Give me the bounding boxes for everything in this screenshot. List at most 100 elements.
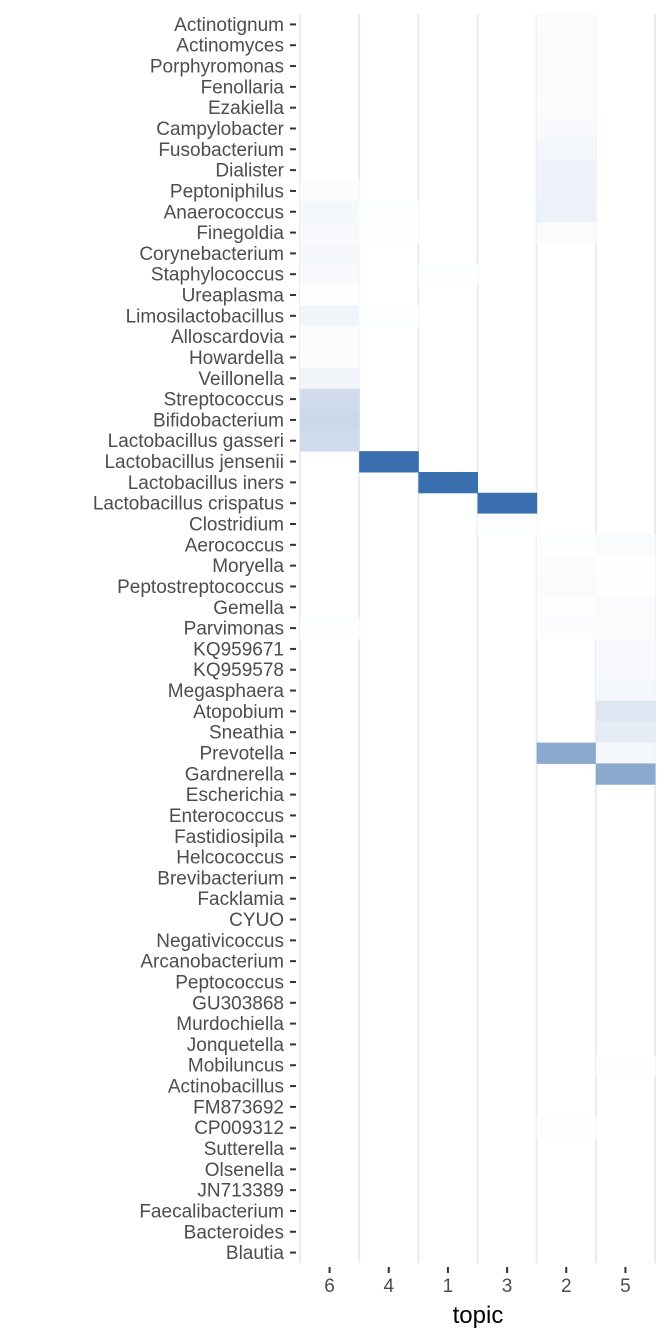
y-tick-label: Murdochiella [176,1014,284,1035]
x-tick-label: 4 [383,1276,394,1297]
y-tick-label: Arcanobacterium [140,952,284,973]
heatmap-cell [536,617,597,639]
x-tick-label: 3 [502,1276,513,1297]
y-tick-label: Sutterella [204,1139,285,1160]
heatmap-cell [595,534,656,556]
y-tick-label: Brevibacterium [157,868,284,889]
heatmap-cell [536,555,597,577]
y-tick-label: Faecalibacterium [139,1201,284,1222]
heatmap-cell [359,305,419,327]
y-tick-label: GU303868 [192,993,284,1014]
y-tick-label: Peptoniphilus [170,181,284,202]
heatmap-cell [595,700,656,723]
y-tick-label: Enterococcus [169,806,284,827]
heatmap-cell [300,180,360,202]
heatmap-cell [595,742,656,764]
x-tick-label: 2 [561,1276,572,1297]
heatmap-cell [536,1117,597,1139]
heatmap-cell [300,222,360,244]
heatmap-cell [595,617,656,639]
heatmap-cell [300,430,360,452]
heatmap-cell [300,326,360,348]
heatmap-cell [359,451,419,473]
heatmap-cell [595,596,656,619]
y-tick-label: Megasphaera [168,681,285,702]
y-tick-label: Lactobacillus iners [128,473,284,494]
heatmap-cell [418,471,478,494]
y-tick-label: Helcococcus [176,848,284,869]
heatmap-cell [595,763,656,785]
heatmap-cell [536,159,597,182]
y-tick-label: Facklamia [197,889,284,910]
y-tick-label: Fastidiosipila [174,827,284,848]
heatmap-cell [300,305,360,327]
y-tick-label: KQ959578 [193,660,284,681]
y-tick-label: Jonquetella [187,1035,285,1056]
y-tick-label: Sneathia [209,723,284,744]
y-tick-label: Alloscardovia [171,327,284,348]
y-tick-label: Moryella [212,556,284,577]
heatmap-cell [300,367,360,390]
heatmap-cell [300,263,360,286]
y-tick-label: Prevotella [200,743,285,764]
y-tick-label: Olsenella [205,1160,285,1181]
y-tick-label: Mobiluncus [188,1056,284,1077]
heatmap-cell [536,34,597,57]
y-tick-label: Gemella [213,598,284,619]
y-tick-label: Fenollaria [201,77,285,98]
x-axis: 6 4 1 3 2 5 [324,1267,631,1297]
y-tick-label: Lactobacillus gasseri [108,431,284,452]
heatmap-cell [300,242,360,265]
y-tick-label: Howardella [189,348,284,369]
y-tick-label: Dialister [215,161,284,182]
heatmap-cell [536,576,597,598]
y-tick-label: CP009312 [194,1118,284,1139]
heatmap-cell [300,617,360,639]
heatmap-cell [536,201,597,223]
y-tick-label: Campylobacter [156,119,284,140]
heatmap-cell [536,180,597,202]
y-tick-label: Escherichia [186,785,285,806]
heatmap-cell [536,97,597,119]
y-tick-label: Staphylococcus [151,265,284,286]
y-tick-label: Bacteroides [184,1222,284,1243]
y-tick-label: Peptostreptococcus [117,577,284,598]
heatmap-cell [536,222,597,244]
heatmap-cell [536,596,597,619]
heatmap-cell [536,14,597,36]
y-axis: ActinotignumActinomycesPorphyromonasFeno… [93,15,296,1264]
heatmap-cell [595,721,656,744]
y-tick-label: Actinomyces [176,36,284,57]
heatmap-cell [536,138,597,161]
x-tick-label: 6 [324,1276,335,1297]
y-tick-label: Aerococcus [185,535,284,556]
y-tick-label: Blautia [226,1243,285,1264]
y-tick-label: Ezakiella [208,98,284,119]
heatmap-cell [536,55,597,77]
heatmap-cell [477,513,538,535]
heatmap-cell [536,534,597,556]
y-tick-label: Streptococcus [164,390,284,411]
y-tick-label: Bifidobacterium [153,410,284,431]
y-tick-label: Peptococcus [175,972,284,993]
y-tick-label: Lactobacillus jensenii [104,452,284,473]
y-tick-label: Atopobium [193,702,284,723]
y-tick-label: JN713389 [197,1181,284,1202]
heatmap-cell [595,1054,656,1077]
heatmap-cell [595,680,656,702]
x-tick-label: 5 [620,1276,631,1297]
heatmap-cell [359,201,419,223]
x-tick-label: 1 [443,1276,454,1297]
y-tick-label: Veillonella [198,369,284,390]
heatmap-cell [595,576,656,598]
heatmap-cell [536,118,597,140]
heatmap-cell [300,409,360,431]
heatmap-cell [300,201,360,223]
y-tick-label: Anaerococcus [164,202,284,223]
heatmap-cell [300,388,360,411]
y-tick-label: Fusobacterium [158,140,284,161]
y-tick-label: Actinotignum [174,15,284,36]
y-tick-label: Negativicoccus [156,931,284,952]
y-tick-label: Ureaplasma [182,286,285,307]
